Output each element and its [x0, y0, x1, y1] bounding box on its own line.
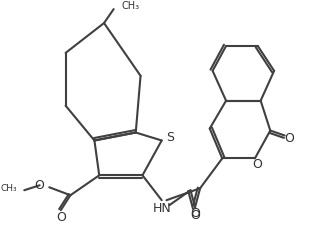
Text: O: O [285, 132, 294, 145]
Text: HN: HN [152, 202, 171, 215]
Text: O: O [35, 179, 45, 192]
Text: O: O [190, 207, 200, 220]
Text: CH₃: CH₃ [121, 1, 140, 11]
Text: S: S [167, 131, 174, 144]
Text: CH₃: CH₃ [1, 184, 18, 193]
Text: O: O [252, 158, 262, 171]
Text: O: O [190, 209, 200, 222]
Text: O: O [56, 211, 66, 224]
